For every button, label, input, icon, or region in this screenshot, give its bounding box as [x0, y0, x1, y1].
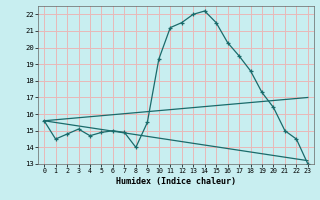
X-axis label: Humidex (Indice chaleur): Humidex (Indice chaleur) [116, 177, 236, 186]
